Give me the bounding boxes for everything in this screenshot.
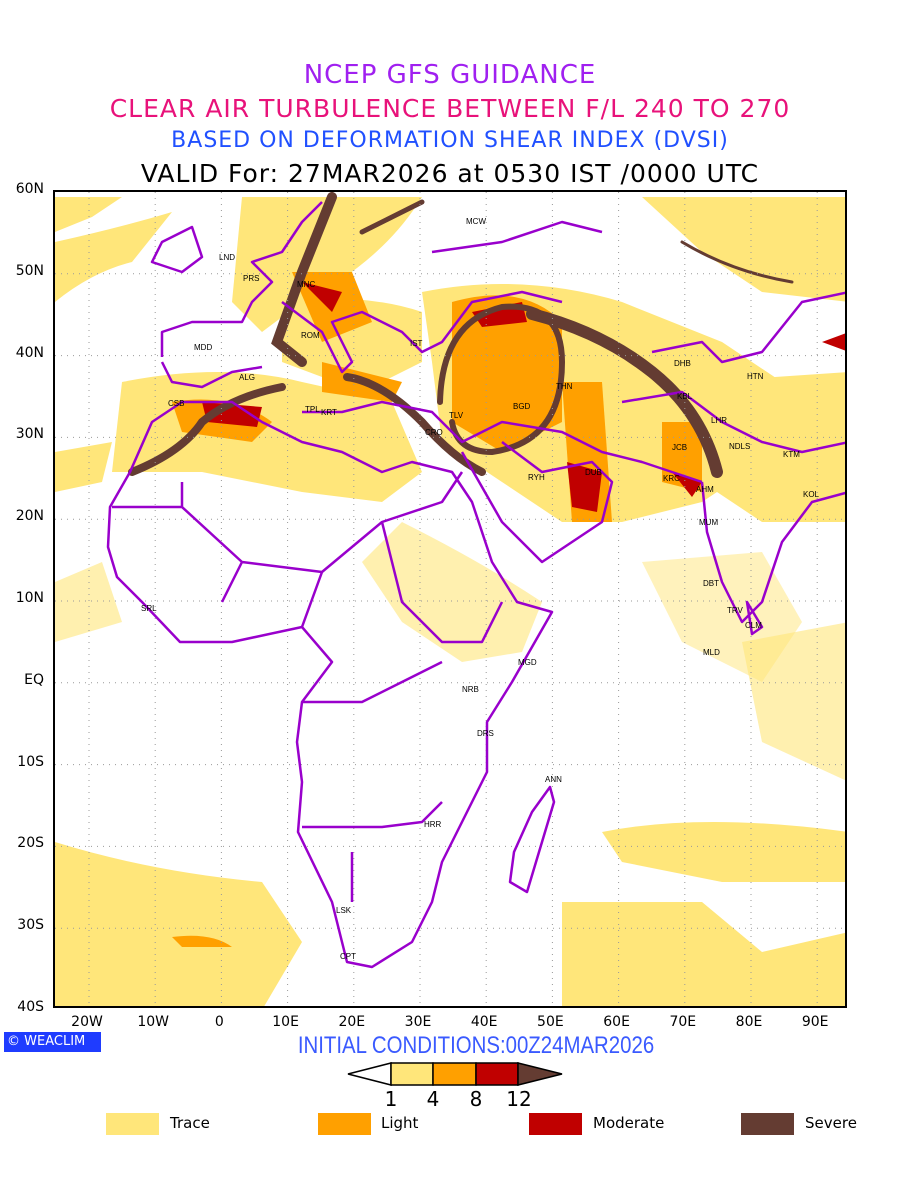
city-label: MGD bbox=[518, 658, 537, 667]
city-label: DHB bbox=[674, 359, 691, 368]
legend-swatch-moderate bbox=[529, 1113, 582, 1135]
title-line-2: CLEAR AIR TURBULENCE BETWEEN F/L 240 TO … bbox=[109, 94, 791, 123]
longitude-label: 50E bbox=[537, 1014, 564, 1030]
city-label: MCW bbox=[466, 217, 486, 226]
city-label: BGD bbox=[513, 402, 531, 411]
longitude-label: 10E bbox=[272, 1014, 299, 1030]
city-label: DUB bbox=[585, 468, 602, 477]
city-label: MLD bbox=[703, 648, 720, 657]
country-borders bbox=[106, 201, 845, 969]
longitude-label: 90E bbox=[801, 1014, 829, 1030]
city-label: NDLS bbox=[729, 442, 751, 451]
map-canvas bbox=[55, 192, 845, 1006]
city-label: LSK bbox=[336, 906, 352, 915]
city-label: PRS bbox=[243, 274, 260, 283]
latitude-label: 50N bbox=[15, 262, 44, 279]
colorbar-moderate bbox=[475, 1062, 519, 1086]
city-label: DRS bbox=[477, 729, 494, 738]
city-label: MNC bbox=[297, 280, 316, 289]
legend-swatch-severe bbox=[741, 1113, 794, 1135]
initial-conditions: INITIAL CONDITIONS:00Z24MAR2026 bbox=[297, 1032, 655, 1059]
city-label: IST bbox=[410, 339, 423, 348]
city-label: KBL bbox=[677, 392, 693, 401]
weaclim-logo: © WEACLIM bbox=[4, 1032, 101, 1052]
logo-text: WEACLIM bbox=[24, 1034, 86, 1049]
longitude-label: 60E bbox=[603, 1014, 630, 1030]
longitude-label: 20W bbox=[71, 1014, 103, 1030]
colorbar-tick: 8 bbox=[469, 1087, 483, 1111]
city-label: MDD bbox=[194, 343, 213, 352]
city-label: CLM bbox=[745, 621, 762, 630]
latitude-label: 20N bbox=[15, 508, 44, 525]
title-line-3: BASED ON DEFORMATION SHEAR INDEX (DVSI) bbox=[171, 128, 729, 153]
city-label: NRB bbox=[462, 685, 479, 694]
longitude-label: 20E bbox=[338, 1014, 366, 1030]
graticule bbox=[55, 192, 845, 1006]
city-label: HTN bbox=[747, 372, 764, 381]
city-label: KOL bbox=[803, 490, 820, 499]
city-label: CRO bbox=[425, 428, 443, 437]
city-label: KRC bbox=[663, 474, 680, 483]
turbulence-map bbox=[53, 190, 847, 1008]
title-line-1: NCEP GFS GUIDANCE bbox=[303, 60, 597, 90]
copyright-icon: © bbox=[7, 1034, 20, 1049]
longitude-label: 70E bbox=[669, 1014, 697, 1030]
latitude-label: 30N bbox=[15, 426, 44, 443]
colorbar bbox=[347, 1062, 563, 1086]
colorbar-tick: 1 bbox=[384, 1087, 398, 1111]
city-label: MUM bbox=[699, 518, 719, 527]
city-label: KRT bbox=[321, 408, 337, 417]
latitude-label: 60N bbox=[15, 181, 44, 197]
longitude-label: 0 bbox=[214, 1014, 224, 1030]
turbulence-field bbox=[55, 192, 845, 1006]
latitude-label: 30S bbox=[17, 917, 44, 934]
city-label: LHR bbox=[711, 416, 728, 425]
legend-label-severe: Severe bbox=[805, 1114, 857, 1132]
city-label: KTM bbox=[783, 450, 800, 459]
city-label: SRL bbox=[141, 604, 157, 613]
city-label: LND bbox=[219, 253, 236, 262]
longitude-label: 10W bbox=[137, 1014, 170, 1030]
colorbar-light bbox=[432, 1062, 477, 1086]
city-label: CPT bbox=[340, 952, 356, 961]
legend-label-light: Light bbox=[381, 1114, 419, 1132]
city-label: ROM bbox=[301, 331, 320, 340]
colorbar-tick: 12 bbox=[506, 1087, 532, 1111]
colorbar-trace bbox=[390, 1062, 434, 1086]
legend-label-trace: Trace bbox=[170, 1114, 210, 1132]
city-label: THN bbox=[556, 382, 573, 391]
longitude-label: 40E bbox=[470, 1014, 498, 1030]
city-label: TPL bbox=[305, 405, 320, 414]
latitude-label: 20S bbox=[17, 835, 44, 852]
colorbar-severe-arrow bbox=[517, 1062, 563, 1086]
legend-swatch-light bbox=[318, 1113, 371, 1135]
city-label: TLV bbox=[449, 411, 464, 420]
longitude-label: 30E bbox=[404, 1014, 432, 1030]
city-label: CSB bbox=[168, 399, 185, 408]
city-label: JCB bbox=[672, 443, 688, 452]
city-label: TRV bbox=[727, 606, 743, 615]
legend-swatch-trace bbox=[106, 1113, 159, 1135]
legend-label-moderate: Moderate bbox=[593, 1114, 665, 1132]
latitude-label: 40S bbox=[17, 999, 44, 1015]
city-label: ALG bbox=[239, 373, 256, 382]
latitude-label: 40N bbox=[15, 344, 44, 361]
latitude-label: EQ bbox=[24, 671, 44, 688]
colorbar-tick: 4 bbox=[426, 1087, 440, 1111]
city-label: RYH bbox=[528, 473, 545, 482]
colorbar-low-arrow bbox=[347, 1062, 392, 1086]
city-label: ANN bbox=[545, 775, 562, 784]
longitude-label: 80E bbox=[735, 1014, 763, 1030]
latitude-label: 10S bbox=[17, 753, 44, 770]
city-label: HRR bbox=[424, 820, 442, 829]
valid-time: VALID For: 27MAR2026 at 0530 IST /0000 U… bbox=[140, 159, 760, 188]
latitude-label: 10N bbox=[15, 590, 44, 606]
city-label: DBT bbox=[703, 579, 719, 588]
city-label: AHM bbox=[696, 485, 714, 494]
